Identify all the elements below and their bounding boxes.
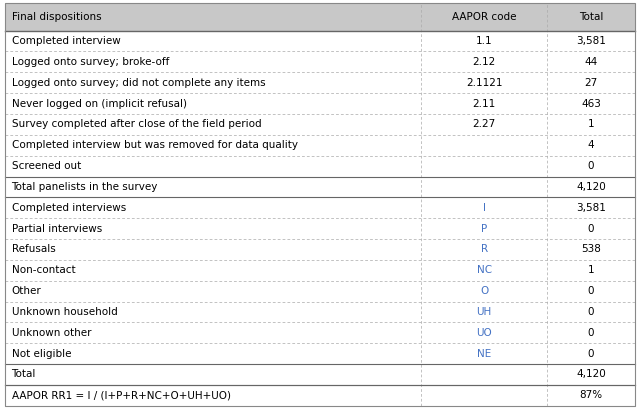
Text: Unknown household: Unknown household [12, 307, 117, 317]
Bar [5, 322, 635, 343]
Text: Final dispositions: Final dispositions [12, 12, 101, 22]
Text: 4,120: 4,120 [576, 369, 606, 380]
Bar [5, 301, 635, 322]
Text: Logged onto survey; broke-off: Logged onto survey; broke-off [12, 57, 169, 67]
Text: 3,581: 3,581 [576, 36, 606, 46]
Bar [5, 343, 635, 364]
Bar [5, 260, 635, 281]
Text: AAPOR RR1 = I / (I+P+R+NC+O+UH+UO): AAPOR RR1 = I / (I+P+R+NC+O+UH+UO) [12, 390, 230, 400]
Bar [5, 218, 635, 239]
Text: O: O [480, 286, 488, 296]
Bar [5, 135, 635, 156]
Bar [5, 239, 635, 260]
Text: 2.1121: 2.1121 [466, 78, 502, 88]
Text: P: P [481, 224, 487, 234]
Text: Survey completed after close of the field period: Survey completed after close of the fiel… [12, 119, 261, 129]
Text: Logged onto survey; did not complete any items: Logged onto survey; did not complete any… [12, 78, 265, 88]
Bar [5, 72, 635, 93]
Text: 4,120: 4,120 [576, 182, 606, 192]
Text: 87%: 87% [579, 390, 603, 400]
Text: I: I [483, 203, 486, 213]
Text: Non-contact: Non-contact [12, 265, 75, 275]
Text: Total: Total [579, 12, 604, 22]
Text: AAPOR code: AAPOR code [452, 12, 516, 22]
Text: Total: Total [12, 369, 36, 380]
Bar [5, 3, 635, 31]
Text: 1: 1 [588, 265, 595, 275]
Text: 538: 538 [581, 245, 601, 254]
Text: 463: 463 [581, 99, 601, 108]
Text: Completed interview but was removed for data quality: Completed interview but was removed for … [12, 140, 298, 150]
Text: 27: 27 [584, 78, 598, 88]
Text: 2.27: 2.27 [472, 119, 496, 129]
Text: 0: 0 [588, 224, 595, 234]
Bar [5, 156, 635, 177]
Text: R: R [481, 245, 488, 254]
Text: Completed interviews: Completed interviews [12, 203, 126, 213]
Text: 3,581: 3,581 [576, 203, 606, 213]
Text: Partial interviews: Partial interviews [12, 224, 102, 234]
Text: 0: 0 [588, 348, 595, 359]
Text: Not eligible: Not eligible [12, 348, 71, 359]
Text: 2.12: 2.12 [472, 57, 496, 67]
Text: Other: Other [12, 286, 41, 296]
Bar [5, 93, 635, 114]
Bar [5, 114, 635, 135]
Text: 44: 44 [584, 57, 598, 67]
Bar [5, 52, 635, 72]
Text: 2.11: 2.11 [472, 99, 496, 108]
Text: NE: NE [477, 348, 492, 359]
Text: 0: 0 [588, 307, 595, 317]
Text: Unknown other: Unknown other [12, 328, 91, 338]
Bar [5, 364, 635, 385]
Text: Refusals: Refusals [12, 245, 55, 254]
Text: Never logged on (implicit refusal): Never logged on (implicit refusal) [12, 99, 186, 108]
Bar [5, 177, 635, 198]
Text: 0: 0 [588, 328, 595, 338]
Bar [5, 198, 635, 218]
Text: 1.1: 1.1 [476, 36, 492, 46]
Text: Total panelists in the survey: Total panelists in the survey [12, 182, 158, 192]
Text: 0: 0 [588, 286, 595, 296]
Bar [5, 385, 635, 406]
Text: NC: NC [477, 265, 492, 275]
Text: UH: UH [477, 307, 492, 317]
Text: 1: 1 [588, 119, 595, 129]
Bar [5, 31, 635, 52]
Text: Completed interview: Completed interview [12, 36, 120, 46]
Text: Screened out: Screened out [12, 161, 81, 171]
Text: 4: 4 [588, 140, 595, 150]
Text: 0: 0 [588, 161, 595, 171]
Bar [5, 281, 635, 301]
Text: UO: UO [476, 328, 492, 338]
